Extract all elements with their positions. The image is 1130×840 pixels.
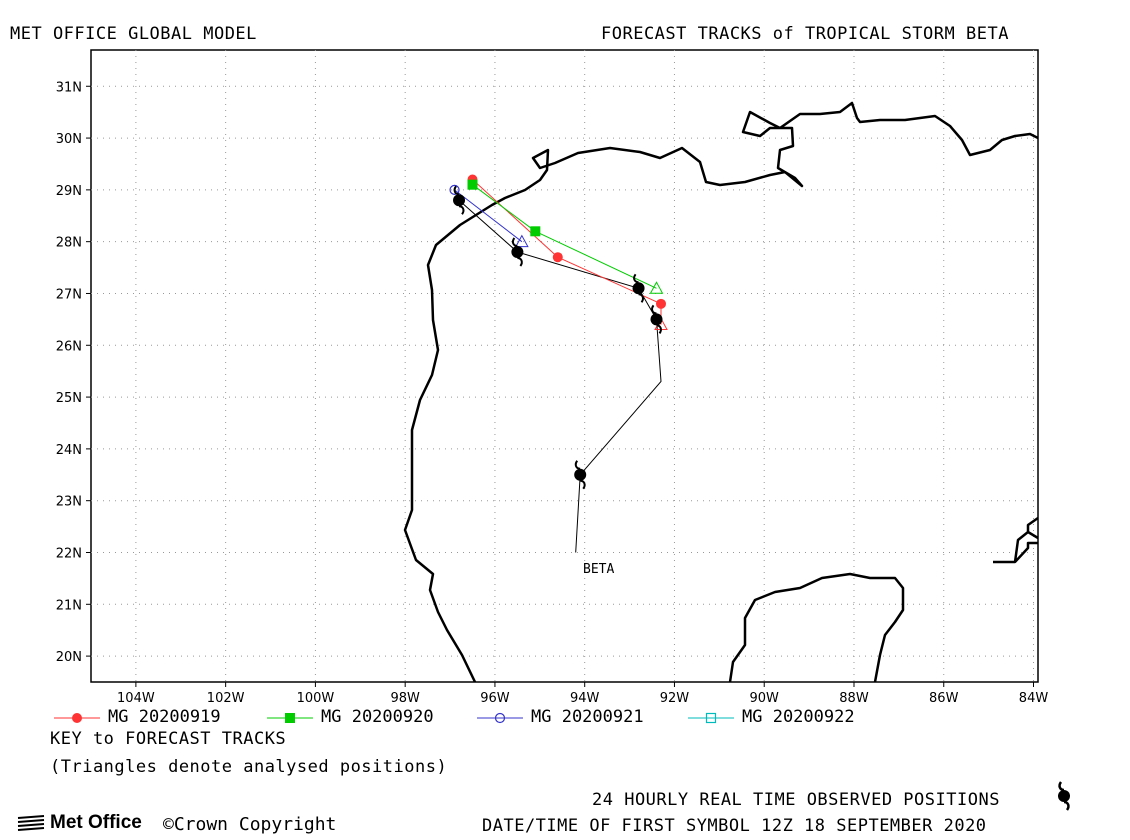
hurricane-icon-arm [511, 237, 518, 248]
coastline-segment [403, 101, 1039, 683]
datetime-note: DATE/TIME OF FIRST SYMBOL 12Z 18 SEPTEMB… [482, 816, 987, 836]
lon-tick-label: 98W [390, 691, 420, 706]
coastline-segment [993, 516, 1039, 564]
observed-positions-note: 24 HOURLY REAL TIME OBSERVED POSITIONS [592, 790, 1000, 810]
forecast-track-line [454, 189, 523, 243]
legend-marker [494, 712, 506, 724]
legend-marker [285, 713, 295, 723]
lon-tick-label: 96W [480, 691, 510, 706]
coastline [403, 101, 1039, 683]
legend-key-title: KEY to FORECAST TRACKS [50, 729, 287, 749]
lat-tick-label: 21N [56, 598, 82, 613]
legend-label: MG 20200920 [321, 707, 434, 727]
observed-position-hurricane-icon [574, 460, 587, 490]
lon-tick-label: 84W [1019, 691, 1049, 706]
legend-key-note: (Triangles denote analysed positions) [50, 757, 448, 777]
forecast-point-open-circle [449, 184, 460, 195]
lon-tick-label: 102W [207, 691, 245, 706]
header-left-title: MET OFFICE GLOBAL MODEL [10, 24, 257, 44]
observed-position-hurricane-icon [650, 304, 663, 334]
map-grid [86, 50, 1038, 687]
lat-tick-label: 29N [56, 184, 82, 199]
coastline-segment [728, 572, 905, 683]
legend-label: MG 20200922 [742, 707, 855, 727]
forecast-point-square [530, 226, 541, 237]
analysed-position-triangle [649, 281, 664, 294]
map-frame [90, 49, 1039, 683]
lon-tick-label: 94W [570, 691, 600, 706]
met-office-logo: Met Office [16, 812, 142, 834]
forecast-point-square [467, 179, 478, 190]
longitude-labels: 104W 102W 100W 98W 96W 94W 92W 90W 88W 86W 84W [117, 691, 1048, 706]
lat-tick-label: 23N [56, 495, 82, 510]
forecast-point-circle [655, 298, 666, 309]
latitude-labels: 31N 30N 29N 28N 27N 26N 25N 24N 23N 22N 21N 20N [56, 80, 82, 665]
lat-tick-label: 30N [56, 132, 82, 147]
observed-position-hurricane-icon [453, 185, 466, 215]
lon-tick-label: 86W [929, 691, 959, 706]
lon-tick-label: 92W [660, 691, 690, 706]
hurricane-icon-arm [458, 205, 465, 215]
observed-position-hurricane-icon [511, 237, 524, 267]
hurricane-icon-arm [656, 324, 662, 334]
lat-tick-label: 31N [56, 80, 82, 95]
legend-label: MG 20200921 [531, 707, 644, 727]
forecast-point-circle [552, 252, 563, 263]
lat-tick-label: 27N [56, 287, 82, 302]
hurricane-symbol-icon [1058, 781, 1070, 811]
legend-swatch [688, 712, 734, 724]
legend-marker [705, 712, 717, 724]
lon-tick-label: 90W [750, 691, 780, 706]
legend-marker [72, 713, 82, 723]
lat-tick-label: 28N [56, 236, 82, 251]
header-right-title: FORECAST TRACKS of TROPICAL STORM BETA [601, 24, 1009, 44]
hurricane-icon-arm [651, 304, 657, 315]
lon-tick-label: 100W [297, 691, 335, 706]
lat-tick-label: 20N [56, 650, 82, 665]
hurricane-icon-core [574, 468, 587, 481]
legend-label: MG 20200919 [108, 707, 221, 727]
lat-tick-label: 24N [56, 443, 82, 458]
hurricane-icon-arm [574, 460, 581, 470]
hurricane-icon-arm [580, 479, 586, 490]
hurricane-icon-core [453, 194, 466, 207]
legend-swatch [54, 713, 100, 723]
hurricane-icon-arm [638, 293, 644, 303]
hurricane-icon-arm [633, 273, 639, 284]
hurricane-icon-arm [453, 185, 460, 196]
hurricane-icon-core [650, 313, 663, 326]
lon-tick-label: 88W [839, 691, 869, 706]
lat-tick-label: 22N [56, 546, 82, 561]
hurricane-icon-arm [517, 257, 523, 267]
storm-tracks [449, 174, 668, 553]
met-office-logo-icon [17, 815, 45, 831]
forecast-track-line [472, 179, 662, 325]
met-office-brand: Met Office [50, 812, 142, 833]
storm-name-label: BETA [583, 562, 614, 577]
legend-swatch [477, 712, 523, 724]
lat-tick-label: 25N [56, 391, 82, 406]
lat-tick-label: 26N [56, 339, 82, 354]
analysed-position-triangle [515, 234, 529, 248]
lon-tick-label: 104W [117, 691, 155, 706]
hurricane-icon-core [632, 282, 645, 295]
copyright-notice: ©Crown Copyright [163, 814, 337, 835]
hurricane-icon-core [511, 246, 524, 259]
observed-position-hurricane-icon [632, 273, 645, 303]
legend-swatch [267, 713, 313, 723]
